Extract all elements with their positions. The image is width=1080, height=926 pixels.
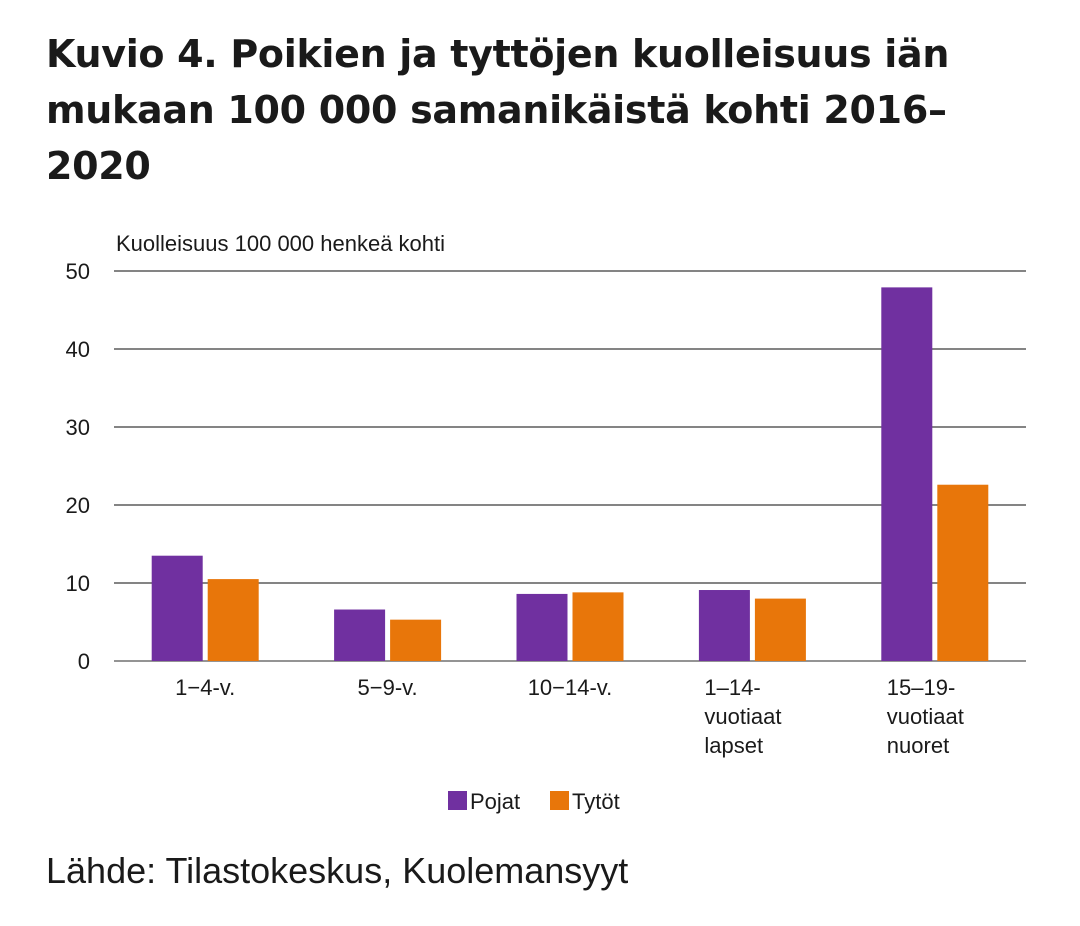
bar-pojat-0 (151, 555, 203, 661)
bar-tytöt-0 (207, 579, 259, 661)
y-tick-label: 50 (66, 259, 90, 284)
gridlines (114, 270, 1026, 662)
source-note: Lähde: Tilastokeskus, Kuolemansyyt (46, 850, 629, 891)
bar-tytöt-4 (937, 484, 989, 661)
x-tick-label: 5−9-v. (358, 675, 418, 700)
bar-pojat-4 (881, 287, 933, 661)
x-tick-label: vuotiaat (704, 704, 781, 729)
legend-swatch-pojat (448, 791, 467, 810)
legend-label-tytöt: Tytöt (572, 789, 620, 814)
bar-tytöt-3 (754, 598, 806, 661)
bar-pojat-2 (516, 593, 568, 661)
x-tick-label: 10−14-v. (528, 675, 613, 700)
y-tick-label: 20 (66, 493, 90, 518)
y-tick-label: 30 (66, 415, 90, 440)
bars (151, 287, 989, 661)
y-tick-labels: 0 10 20 30 40 50 (66, 259, 90, 674)
legend: Pojat Tytöt (448, 789, 620, 814)
x-tick-label: lapset (704, 733, 763, 758)
legend-label-pojat: Pojat (470, 789, 520, 814)
bar-tytöt-1 (390, 619, 442, 661)
y-axis-label: Kuolleisuus 100 000 henkeä kohti (116, 231, 445, 256)
y-tick-label: 10 (66, 571, 90, 596)
category-labels: 1−4-v. 5−9-v. 10−14-v. 1–14- vuotiaat lapset 1… (175, 675, 964, 758)
x-tick-label: vuotiaat (887, 704, 964, 729)
x-tick-label: nuoret (887, 733, 949, 758)
chart-title: Kuvio 4. Poikien ja tyttöjen kuolleisuus… (46, 32, 950, 188)
y-tick-label: 40 (66, 337, 90, 362)
bar-tytöt-2 (572, 592, 624, 661)
bar-pojat-1 (334, 609, 386, 661)
y-tick-label: 0 (78, 649, 90, 674)
x-tick-label: 1−4-v. (175, 675, 235, 700)
legend-swatch-tytöt (550, 791, 569, 810)
x-tick-label: 15–19- (887, 675, 956, 700)
x-tick-label: 1–14- (704, 675, 760, 700)
bar-pojat-3 (698, 590, 750, 661)
